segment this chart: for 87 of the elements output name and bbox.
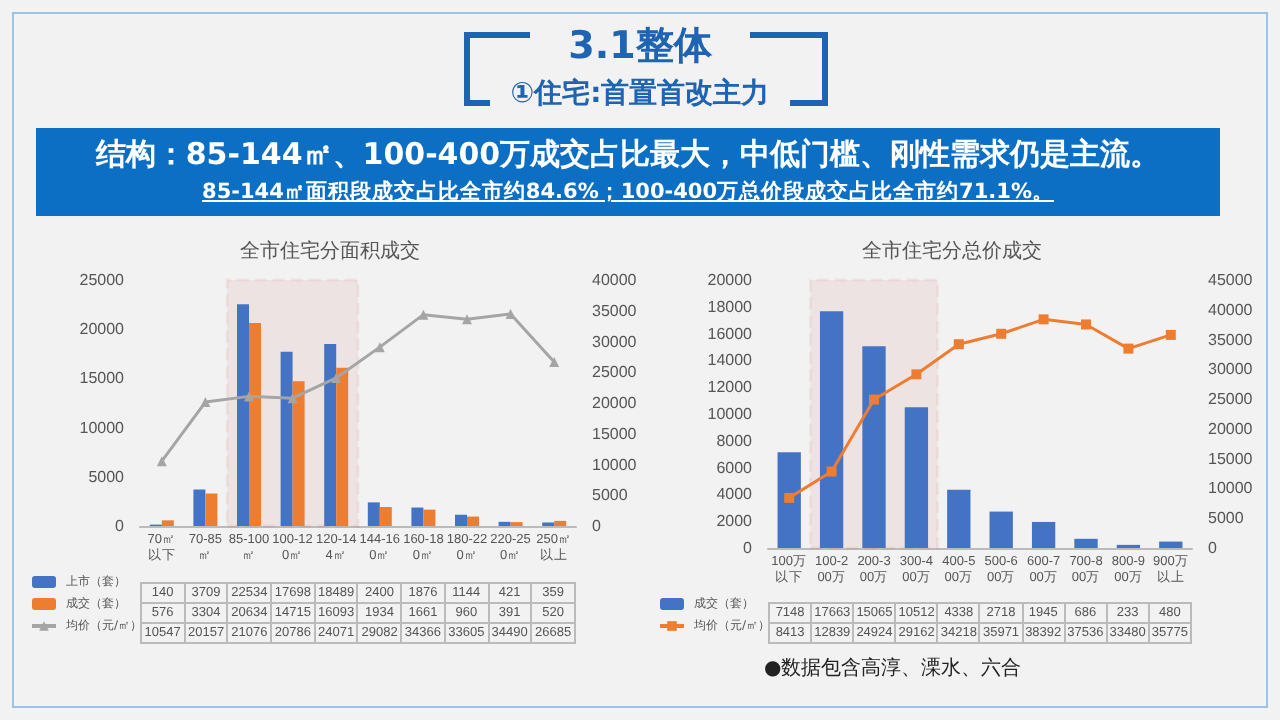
- y2-tick-label: 0: [592, 517, 602, 535]
- point: [244, 391, 254, 402]
- y-tick-label: 0: [743, 539, 754, 557]
- y-tick-label: 5000: [88, 467, 126, 486]
- bar: [367, 502, 380, 526]
- y2-tick-label: 10000: [592, 455, 638, 474]
- point: [1165, 329, 1176, 340]
- y2-tick-label: 45000: [1208, 271, 1254, 289]
- text: ●数据包含高淳、溧水、六合: [764, 656, 1022, 682]
- text: ①住宅:首置首改主力: [490, 76, 790, 112]
- point: [953, 339, 964, 350]
- y-tick-label: 14000: [707, 351, 754, 370]
- bar: [1031, 521, 1056, 548]
- point: [549, 356, 560, 367]
- point: [200, 397, 211, 408]
- bar: [324, 344, 337, 526]
- y2-tick-label: 40000: [592, 271, 638, 289]
- point: [331, 372, 342, 383]
- bar: [379, 506, 392, 526]
- bar: [237, 304, 249, 526]
- point: [1081, 319, 1091, 330]
- point: [156, 456, 167, 467]
- y2-tick-label: 5000: [592, 486, 629, 505]
- bar: [904, 407, 929, 548]
- bar: [336, 367, 349, 526]
- y-tick-label: 15000: [79, 369, 126, 388]
- y-tick-label: 20000: [707, 271, 754, 289]
- bar: [1159, 541, 1183, 548]
- y2-tick-label: 5000: [1208, 509, 1245, 528]
- bar: [292, 381, 305, 526]
- bar: [467, 516, 479, 526]
- y-tick-label: 10000: [707, 405, 754, 423]
- y-tick-label: 0: [115, 517, 126, 535]
- text: 结构：85-144㎡、100-400万成交占比最大，中低门槛、刚性需求仍是主流。: [93, 136, 1163, 174]
- y2-tick-label: 10000: [1208, 479, 1254, 498]
- point: [784, 492, 795, 503]
- bar: [161, 520, 174, 526]
- bar: [455, 514, 467, 526]
- bar: [423, 509, 436, 526]
- y-tick-label: 2000: [716, 512, 754, 531]
- chart-title: 全市住宅分总价成交: [862, 239, 1042, 263]
- y-tick-label: 18000: [707, 297, 754, 316]
- y-tick-label: 8000: [716, 431, 754, 450]
- y2-tick-label: 25000: [1208, 390, 1254, 409]
- y-tick-label: 16000: [707, 324, 754, 343]
- bar: [777, 452, 801, 548]
- y2-tick-label: 15000: [1208, 449, 1254, 468]
- point: [1123, 343, 1134, 354]
- point: [869, 394, 879, 405]
- bar: [193, 489, 206, 526]
- y2-tick-label: 25000: [592, 363, 638, 382]
- bar: [249, 322, 261, 526]
- y2-tick-label: 0: [1208, 539, 1218, 557]
- bar: [554, 520, 567, 526]
- y2-tick-label: 15000: [592, 424, 638, 443]
- y-tick-label: 10000: [79, 418, 126, 437]
- y2-tick-label: 30000: [1208, 360, 1254, 379]
- y2-tick-label: 35000: [1208, 330, 1254, 349]
- y2-tick-label: 20000: [592, 394, 638, 412]
- y2-tick-label: 20000: [1208, 419, 1254, 438]
- y-tick-label: 20000: [79, 320, 126, 339]
- point: [1038, 314, 1049, 325]
- bar: [280, 351, 293, 526]
- y-tick-label: 12000: [707, 378, 754, 397]
- point: [418, 309, 429, 320]
- point: [462, 314, 472, 325]
- text: 3.1整体: [530, 20, 750, 72]
- y2-tick-label: 30000: [592, 332, 638, 351]
- y2-tick-label: 35000: [592, 301, 638, 320]
- point: [287, 393, 298, 404]
- text: 85-144㎡面积段成交占比全市约84.6%；100-400万总价段成交占比全市约71.1%。: [200, 178, 1056, 206]
- y2-tick-label: 40000: [1208, 300, 1254, 319]
- point: [911, 369, 922, 380]
- point: [996, 328, 1007, 339]
- point: [374, 342, 385, 353]
- y-tick-label: 4000: [716, 485, 754, 504]
- bar: [411, 507, 424, 526]
- bar: [947, 489, 971, 548]
- bar: [1074, 538, 1098, 548]
- bar: [989, 511, 1013, 548]
- bar: [205, 493, 218, 526]
- y-tick-label: 25000: [79, 271, 126, 289]
- bar: [819, 311, 844, 548]
- point: [826, 466, 837, 477]
- y-tick-label: 6000: [716, 458, 754, 477]
- chart-title: 全市住宅分面积成交: [240, 239, 420, 263]
- bar: [862, 346, 886, 548]
